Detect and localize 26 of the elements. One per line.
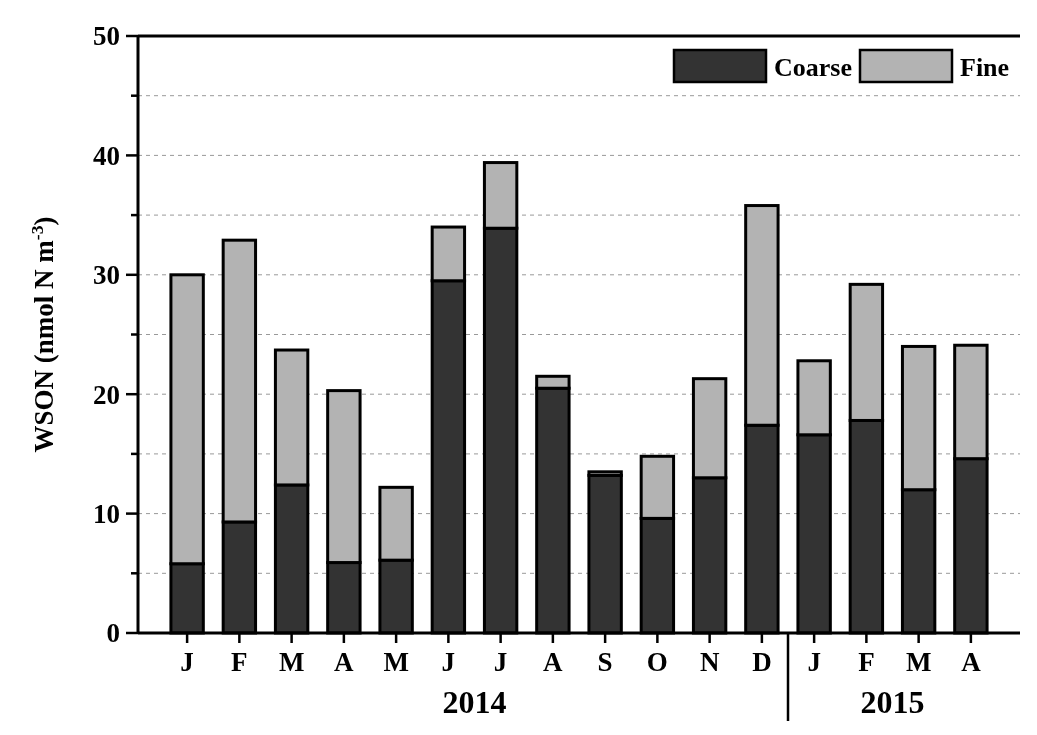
x-tick-label: F — [858, 647, 875, 677]
y-tick-label: 40 — [93, 140, 120, 171]
x-tick-label: A — [961, 647, 982, 677]
x-tick-label: M — [278, 647, 305, 677]
legend-label: Coarse — [774, 53, 852, 82]
x-tick-label: D — [752, 647, 772, 677]
x-tick-label: A — [334, 647, 355, 677]
y-tick-label: 0 — [106, 618, 120, 649]
x-tick-label: J — [807, 647, 821, 677]
x-tick-label: J — [493, 647, 508, 677]
y-tick-label: 20 — [93, 379, 120, 410]
y-tick-label: 10 — [93, 499, 120, 530]
x-tick-label: F — [231, 647, 248, 677]
x-tick-label: J — [441, 647, 456, 677]
x-tick-label: M — [905, 647, 932, 677]
x-tick-label: N — [699, 647, 720, 677]
x-tick-label: S — [597, 647, 613, 677]
text: 2015 — [860, 684, 925, 720]
y-tick-label: 50 — [93, 21, 120, 52]
x-tick-label: M — [383, 647, 409, 677]
legend-label: Fine — [960, 53, 1010, 82]
x-tick-label: J — [180, 647, 194, 677]
y-tick-label: 30 — [93, 260, 120, 291]
text: 2014 — [442, 684, 507, 720]
x-tick-label: O — [646, 647, 668, 677]
x-tick-label: A — [543, 647, 564, 677]
